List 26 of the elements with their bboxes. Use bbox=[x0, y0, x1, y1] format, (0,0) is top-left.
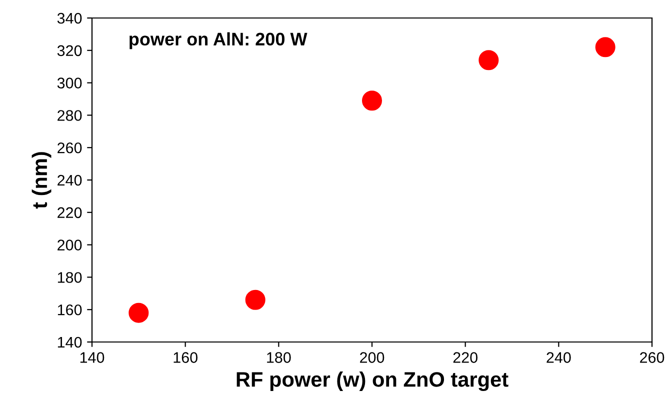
y-tick-label: 220 bbox=[58, 207, 82, 218]
y-tick-label: 200 bbox=[58, 240, 82, 250]
point bbox=[245, 290, 266, 310]
point bbox=[595, 37, 616, 58]
point bbox=[362, 90, 382, 111]
y-axis-title: t (nm) bbox=[32, 152, 52, 209]
y-tick-label: 260 bbox=[58, 142, 82, 154]
x-axis-title: RF power (w) on ZnO target bbox=[236, 372, 508, 392]
x-tick-label: 200 bbox=[360, 352, 384, 363]
x-tick-label: 160 bbox=[174, 352, 198, 363]
point bbox=[478, 50, 499, 70]
y-tick-label: 180 bbox=[58, 272, 82, 283]
y-tick-label: 320 bbox=[57, 45, 82, 56]
y-tick-label: 280 bbox=[58, 110, 82, 121]
x-tick-label: 180 bbox=[267, 352, 291, 363]
x-tick-label: 260 bbox=[640, 352, 664, 363]
annotation: power on AlN: 200 W bbox=[130, 32, 308, 50]
x-tick-label: 240 bbox=[546, 352, 571, 363]
y-tick-label: 240 bbox=[58, 174, 82, 186]
x-tick-label: 140 bbox=[80, 352, 104, 363]
x-tick-label: 220 bbox=[453, 352, 478, 363]
y-tick-label: 300 bbox=[57, 78, 82, 88]
y-tick-label: 160 bbox=[58, 304, 82, 316]
y-tick-label: 340 bbox=[57, 12, 82, 24]
y-tick-label: 140 bbox=[58, 336, 82, 348]
point bbox=[128, 302, 149, 323]
